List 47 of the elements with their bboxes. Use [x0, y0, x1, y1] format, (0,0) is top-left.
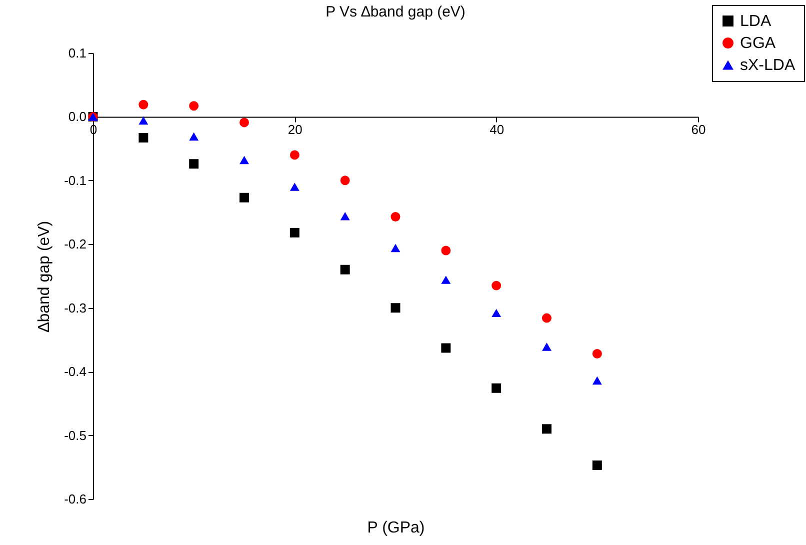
point	[390, 244, 400, 252]
point	[492, 280, 502, 290]
y-tick-label: 0.1	[68, 46, 86, 60]
point	[542, 424, 552, 434]
point	[340, 212, 350, 220]
point	[441, 246, 451, 256]
point	[290, 182, 300, 191]
point	[441, 276, 451, 284]
y-tick-label: -0.6	[64, 492, 86, 506]
point	[240, 156, 249, 164]
y-tick-label: -0.4	[64, 364, 86, 380]
point	[592, 460, 602, 470]
point	[138, 116, 148, 125]
y-tick-label: -0.2	[64, 236, 86, 252]
point	[240, 192, 249, 202]
x-tick-label: 40	[490, 122, 504, 138]
point	[138, 100, 148, 110]
x-axis-title: P (GPa)	[367, 520, 425, 536]
x-tick-label: 60	[691, 122, 706, 138]
x-tick-label: 20	[288, 122, 302, 138]
y-tick-label: -0.1	[64, 172, 86, 188]
chart-title: P Vs ∆band gap (eV)	[326, 4, 466, 20]
point	[390, 303, 400, 313]
point	[441, 343, 451, 353]
point	[290, 228, 300, 238]
point	[340, 264, 350, 274]
point	[240, 118, 249, 128]
point	[189, 159, 199, 169]
y-axis-title: ∆band gap (eV)	[36, 220, 54, 332]
y-tick-label: -0.5	[64, 428, 86, 443]
point	[492, 308, 502, 318]
point	[138, 132, 148, 142]
legend-label: GGA	[740, 35, 776, 52]
point	[592, 376, 602, 385]
legend-label: LDA	[740, 13, 772, 30]
y-tick-label: 0.0	[68, 109, 86, 124]
point	[189, 101, 199, 111]
y-tick-label: -0.3	[64, 300, 86, 316]
point	[592, 349, 602, 358]
point	[390, 212, 400, 222]
point	[189, 132, 199, 141]
legend-label: sX-LDA	[740, 57, 796, 74]
point	[542, 342, 552, 351]
point	[290, 150, 300, 160]
point	[340, 176, 350, 186]
point	[492, 383, 502, 393]
point	[542, 313, 552, 323]
